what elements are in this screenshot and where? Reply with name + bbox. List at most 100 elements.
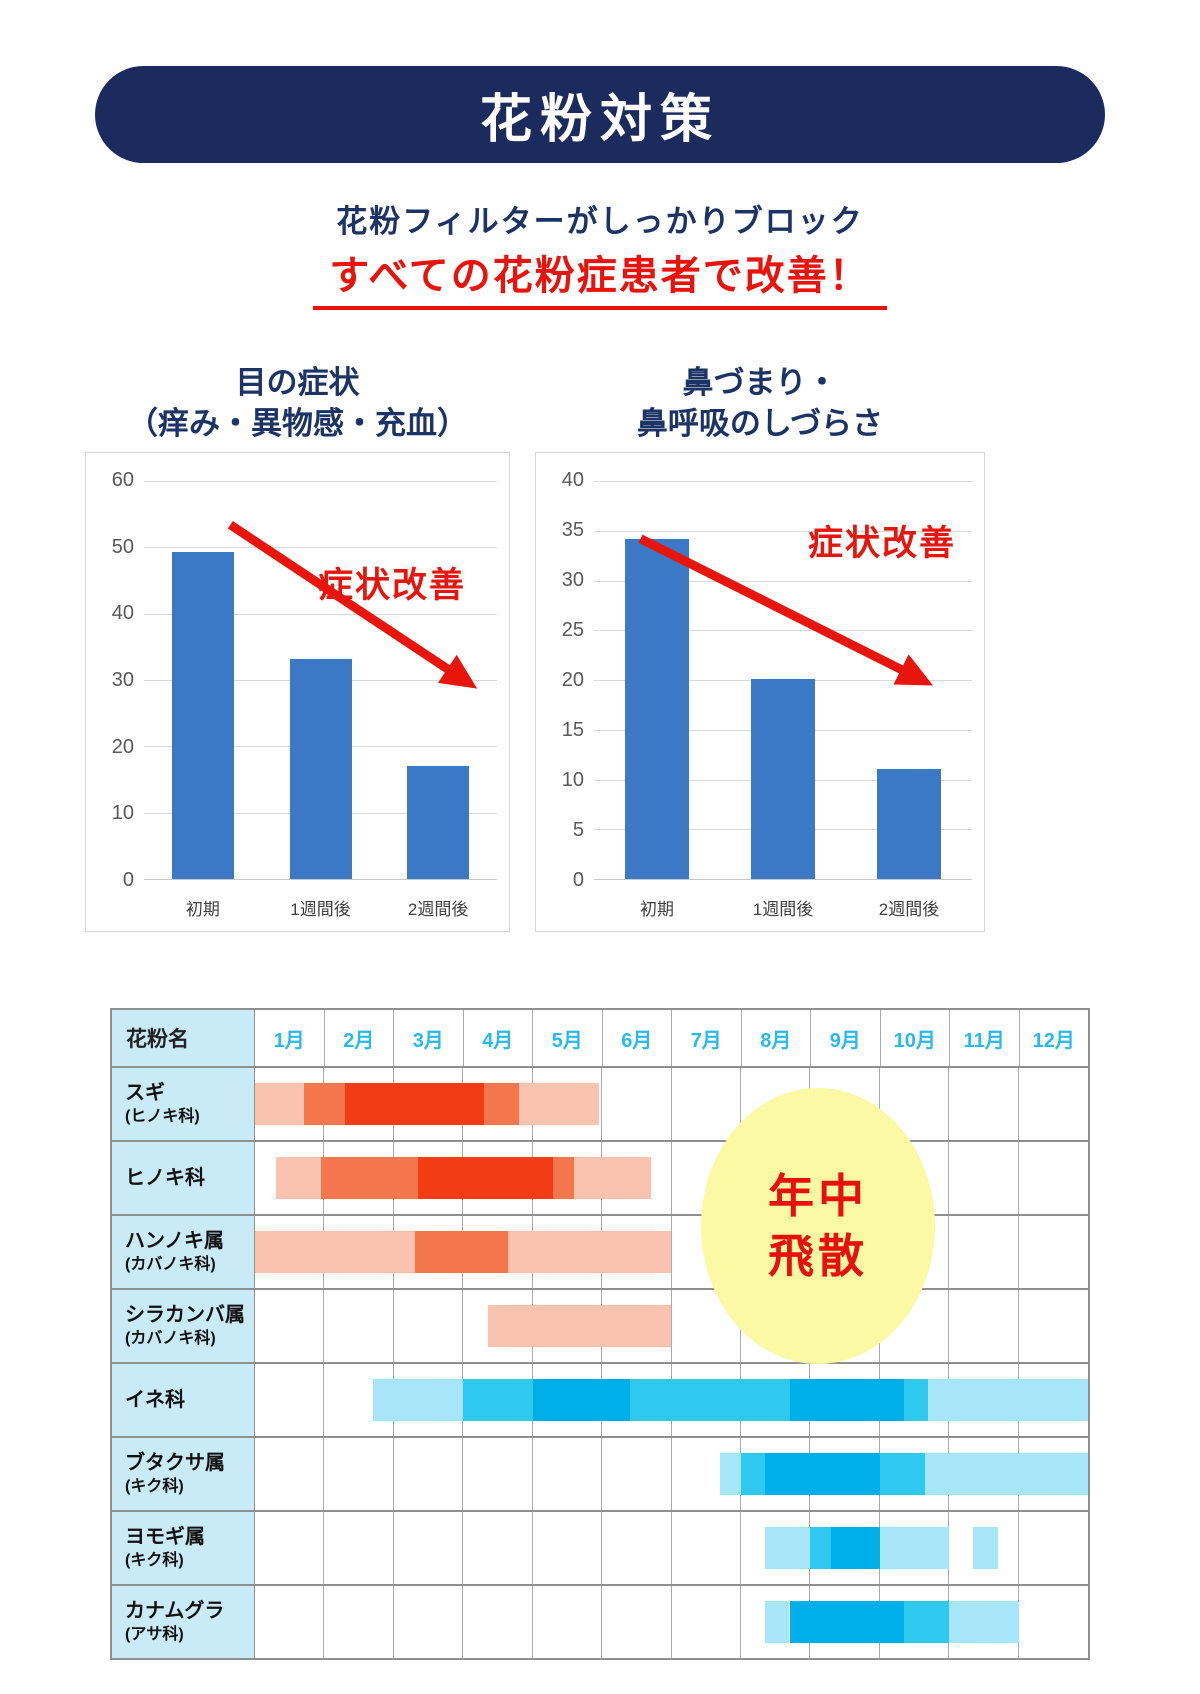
dispersal-segment bbox=[414, 1231, 509, 1273]
month-gridline bbox=[255, 1512, 603, 1584]
pollen-row: ヨモギ属 (キク科) bbox=[112, 1512, 1088, 1586]
month-gridline bbox=[255, 1586, 394, 1658]
y-axis-tick-label: 10 bbox=[561, 769, 584, 791]
pollen-row-track bbox=[255, 1438, 1088, 1510]
month-gridline bbox=[255, 1364, 325, 1436]
month-gridline bbox=[255, 1438, 394, 1510]
y-axis-tick-label: 0 bbox=[572, 869, 584, 891]
month-gridline bbox=[255, 1438, 533, 1510]
dispersal-segment bbox=[879, 1527, 950, 1569]
month-header: 7月 bbox=[672, 1010, 742, 1066]
month-gridline bbox=[255, 1068, 880, 1140]
y-axis-tick-label: 20 bbox=[111, 735, 134, 758]
y-axis-tick-label: 30 bbox=[111, 669, 134, 691]
y-axis-tick-label: 50 bbox=[111, 535, 134, 558]
month-gridline bbox=[255, 1438, 464, 1510]
pollen-row-label-line: (アサ科) bbox=[125, 1626, 184, 1643]
pollen-row-track bbox=[255, 1512, 1088, 1584]
dispersal-segment bbox=[765, 1527, 811, 1569]
month-header: 5月 bbox=[533, 1010, 603, 1066]
month-header: 12月 bbox=[1032, 1029, 1075, 1052]
pollen-row-label-line: (ヒノキ科) bbox=[125, 1108, 200, 1125]
gridline bbox=[144, 547, 497, 549]
pollen-row-label-line: スギ bbox=[125, 1082, 165, 1104]
month-gridline bbox=[255, 1586, 325, 1658]
month-gridline bbox=[255, 1290, 325, 1362]
bar bbox=[289, 659, 352, 879]
y-axis-tick-label: 20 bbox=[561, 669, 584, 691]
y-axis-tick-label: 30 bbox=[561, 569, 584, 591]
dispersal-segment bbox=[928, 1379, 1088, 1421]
month-gridline bbox=[255, 1068, 741, 1140]
pollen-row: ハンノキ属 (カバノキ科) bbox=[112, 1216, 1088, 1290]
y-axis-tick-label: 5 bbox=[572, 819, 584, 841]
bar bbox=[877, 769, 941, 879]
month-gridline bbox=[255, 1512, 394, 1584]
bar bbox=[751, 679, 815, 879]
dispersal-segment bbox=[904, 1379, 929, 1421]
month-header: 9月 bbox=[811, 1010, 881, 1066]
month-gridline bbox=[255, 1586, 741, 1658]
month-gridline bbox=[255, 1586, 672, 1658]
month-gridline bbox=[255, 1512, 464, 1584]
x-axis-category-label: 1週間後 bbox=[290, 900, 351, 919]
badge-line: 飛散 bbox=[768, 1230, 868, 1282]
month-header: 4月 bbox=[464, 1010, 533, 1066]
month-header: 2月 bbox=[325, 1010, 394, 1066]
dispersal-segment bbox=[949, 1601, 1019, 1643]
x-axis-category-label: 2週間後 bbox=[878, 900, 940, 919]
month-gridline bbox=[255, 1068, 603, 1140]
dispersal-segment bbox=[463, 1379, 533, 1421]
pollen-row-track bbox=[255, 1364, 1088, 1436]
month-gridline bbox=[255, 1290, 1019, 1362]
eye-symptoms-chart: 目の症状 （痒み・異物感・充血） 症状改善 0 10 20 30 40 50 60 初期 1週間… bbox=[85, 362, 510, 932]
pollen-row: シラカンバ属 (カバノキ科) bbox=[112, 1290, 1088, 1364]
pollen-row-track bbox=[255, 1290, 1088, 1362]
month-header: 11月 bbox=[950, 1010, 1020, 1066]
month-gridline bbox=[255, 1512, 533, 1584]
month-gridline bbox=[255, 1512, 1019, 1584]
calendar-month-headers: 1月 2月 3月 4月 5月 6月 7月 8月 9月 10月 11月 12月 bbox=[255, 1010, 1088, 1066]
pollen-row-label-line: (カバノキ科) bbox=[125, 1256, 216, 1273]
pollen-row-label-line: ハンノキ属 bbox=[125, 1230, 224, 1252]
pollen-row: イネ科 bbox=[112, 1364, 1088, 1438]
dispersal-segment bbox=[789, 1601, 905, 1643]
dispersal-segment bbox=[275, 1157, 321, 1199]
gridline bbox=[594, 530, 972, 532]
pollen-row-track bbox=[255, 1068, 1088, 1140]
chart-title-line: 鼻づまり・ bbox=[682, 365, 838, 400]
month-header: 3月 bbox=[394, 1010, 464, 1066]
gridline bbox=[144, 481, 497, 482]
bar-chart-panel: 症状改善 0 10 20 30 40 50 60 初期 1週間後 2週間後 bbox=[85, 452, 510, 932]
chart-title-line: （痒み・異物感・充血） bbox=[127, 406, 468, 441]
calendar-rows: スギ (ヒノキ科) ヒノキ科 ハンノキ属 (カバノキ科) シラカンバ属 (カバノキ科) イネ科… bbox=[112, 1068, 1088, 1658]
highlight-line: すべての花粉症患者で改善！ bbox=[313, 243, 887, 310]
bar bbox=[407, 765, 470, 879]
dispersal-segment bbox=[532, 1379, 630, 1421]
pollen-row: カナムグラ (アサ科) bbox=[112, 1586, 1088, 1658]
month-header: 1月 bbox=[255, 1010, 325, 1066]
intro-line: 花粉フィルターがしっかりブロック bbox=[336, 204, 864, 239]
dispersal-segment bbox=[924, 1453, 1088, 1495]
pollen-row-label-line: ブタクサ属 bbox=[125, 1452, 225, 1474]
month-gridline bbox=[255, 1142, 1019, 1214]
x-axis-category-label: 初期 bbox=[640, 900, 674, 919]
dispersal-segment bbox=[553, 1157, 575, 1199]
pollen-row-label: ブタクサ属 (キク科) bbox=[112, 1438, 255, 1510]
x-axis-category-label: 2週間後 bbox=[407, 900, 469, 919]
dispersal-segment bbox=[789, 1379, 905, 1421]
y-axis-tick-label: 40 bbox=[561, 469, 584, 491]
gridline bbox=[594, 481, 972, 482]
chart-title-line: 目の症状 bbox=[235, 365, 360, 400]
dispersal-segment bbox=[255, 1083, 304, 1125]
month-gridline bbox=[255, 1290, 464, 1362]
dispersal-segment bbox=[373, 1379, 464, 1421]
dispersal-segment bbox=[418, 1157, 554, 1199]
chart-title-line: 鼻呼吸のしづらさ bbox=[636, 406, 884, 441]
pollen-row-track bbox=[255, 1586, 1088, 1658]
month-gridline bbox=[255, 1142, 672, 1214]
month-gridline bbox=[255, 1438, 325, 1510]
y-axis-tick-label: 35 bbox=[561, 519, 584, 541]
plot-area bbox=[594, 481, 972, 880]
month-gridline bbox=[255, 1512, 325, 1584]
